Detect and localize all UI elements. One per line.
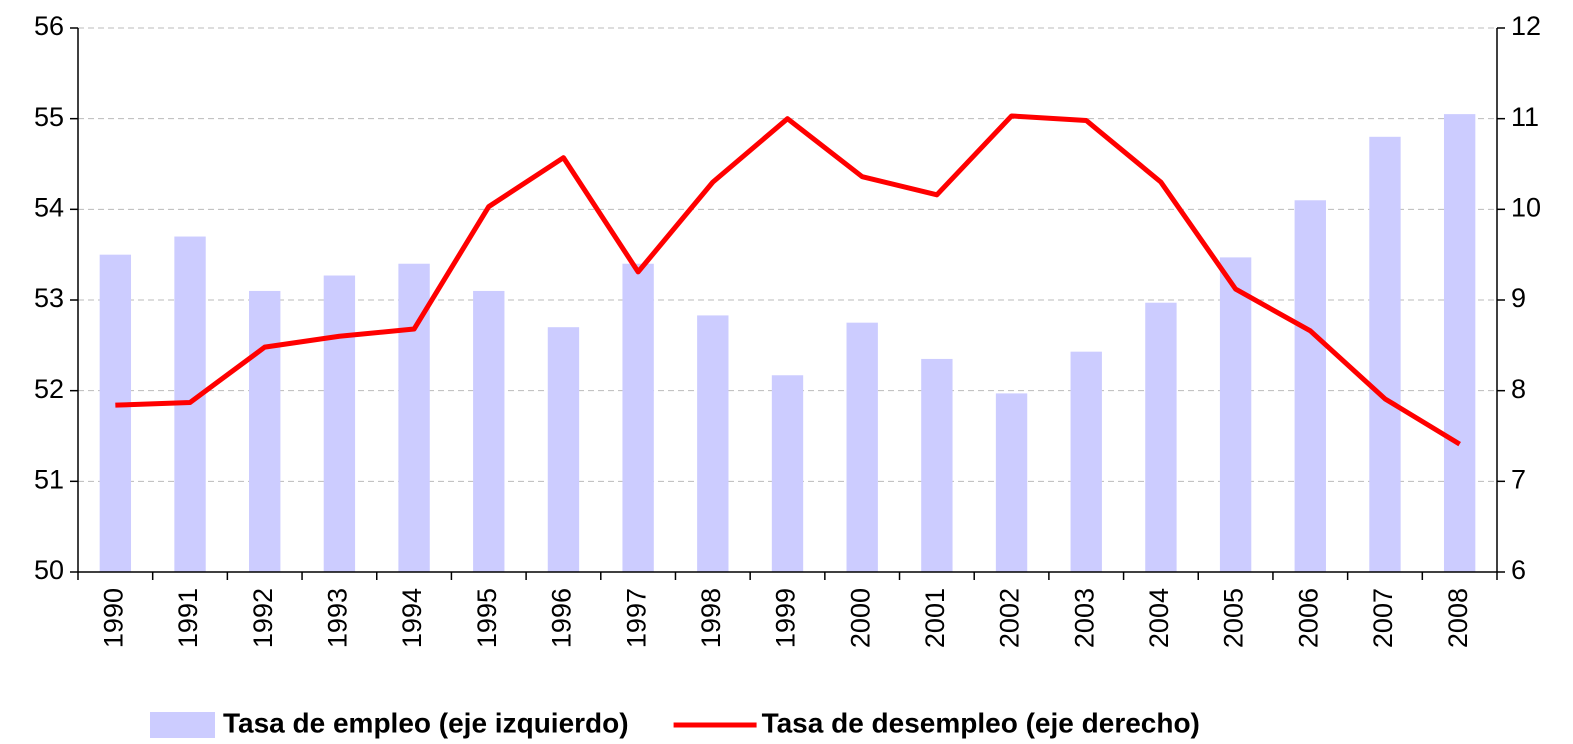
x-tick-label: 1990 bbox=[98, 588, 128, 648]
x-tick-label: 1995 bbox=[472, 588, 502, 648]
y2-tick-label: 6 bbox=[1511, 555, 1526, 585]
x-tick-label: 2000 bbox=[845, 588, 875, 648]
x-tick-label: 2007 bbox=[1368, 588, 1398, 648]
bar bbox=[323, 275, 356, 572]
y2-tick-label: 7 bbox=[1511, 464, 1526, 494]
bar bbox=[547, 327, 580, 572]
bar bbox=[995, 393, 1028, 572]
x-tick-label: 1994 bbox=[397, 588, 427, 648]
y2-tick-label: 12 bbox=[1511, 11, 1541, 41]
x-tick-label: 1998 bbox=[696, 588, 726, 648]
y2-tick-label: 9 bbox=[1511, 283, 1526, 313]
legend-label: Tasa de empleo (eje izquierdo) bbox=[223, 707, 629, 738]
y-tick-label: 51 bbox=[34, 464, 64, 494]
x-tick-label: 1997 bbox=[621, 588, 651, 648]
y-tick-label: 53 bbox=[34, 283, 64, 313]
bar bbox=[921, 358, 953, 572]
bar bbox=[1145, 302, 1177, 572]
x-tick-label: 2001 bbox=[920, 588, 950, 648]
x-tick-label: 2004 bbox=[1144, 588, 1174, 648]
bar bbox=[249, 290, 281, 572]
y-tick-label: 52 bbox=[34, 374, 64, 404]
legend-swatch bbox=[150, 712, 215, 738]
x-tick-label: 2006 bbox=[1293, 588, 1323, 648]
bar bbox=[846, 322, 878, 572]
x-tick-label: 1993 bbox=[323, 588, 353, 648]
bar bbox=[1369, 136, 1401, 573]
y-tick-label: 54 bbox=[34, 192, 64, 222]
bar bbox=[1294, 200, 1326, 572]
y-tick-label: 56 bbox=[34, 11, 64, 41]
bar bbox=[1070, 351, 1102, 572]
legend-label: Tasa de desempleo (eje derecho) bbox=[762, 707, 1200, 738]
y2-tick-label: 8 bbox=[1511, 374, 1526, 404]
x-tick-label: 1999 bbox=[771, 588, 801, 648]
y-tick-label: 50 bbox=[34, 555, 64, 585]
bar bbox=[1443, 114, 1476, 572]
bar bbox=[473, 290, 505, 572]
bar bbox=[622, 263, 654, 572]
y-tick-label: 55 bbox=[34, 102, 64, 132]
x-tick-label: 1991 bbox=[173, 588, 203, 648]
bar bbox=[99, 254, 132, 572]
x-tick-label: 2008 bbox=[1443, 588, 1473, 648]
y2-tick-label: 10 bbox=[1511, 192, 1541, 222]
x-tick-label: 1996 bbox=[547, 588, 577, 648]
line-series bbox=[115, 113, 1461, 447]
x-tick-label: 2002 bbox=[995, 588, 1025, 648]
x-tick-label: 2005 bbox=[1219, 588, 1249, 648]
bar bbox=[1219, 257, 1252, 572]
x-tick-label: 2003 bbox=[1069, 588, 1099, 648]
x-tick-label: 1992 bbox=[248, 588, 278, 648]
y2-tick-label: 11 bbox=[1511, 102, 1539, 132]
bar bbox=[697, 315, 729, 572]
bar bbox=[771, 375, 804, 572]
